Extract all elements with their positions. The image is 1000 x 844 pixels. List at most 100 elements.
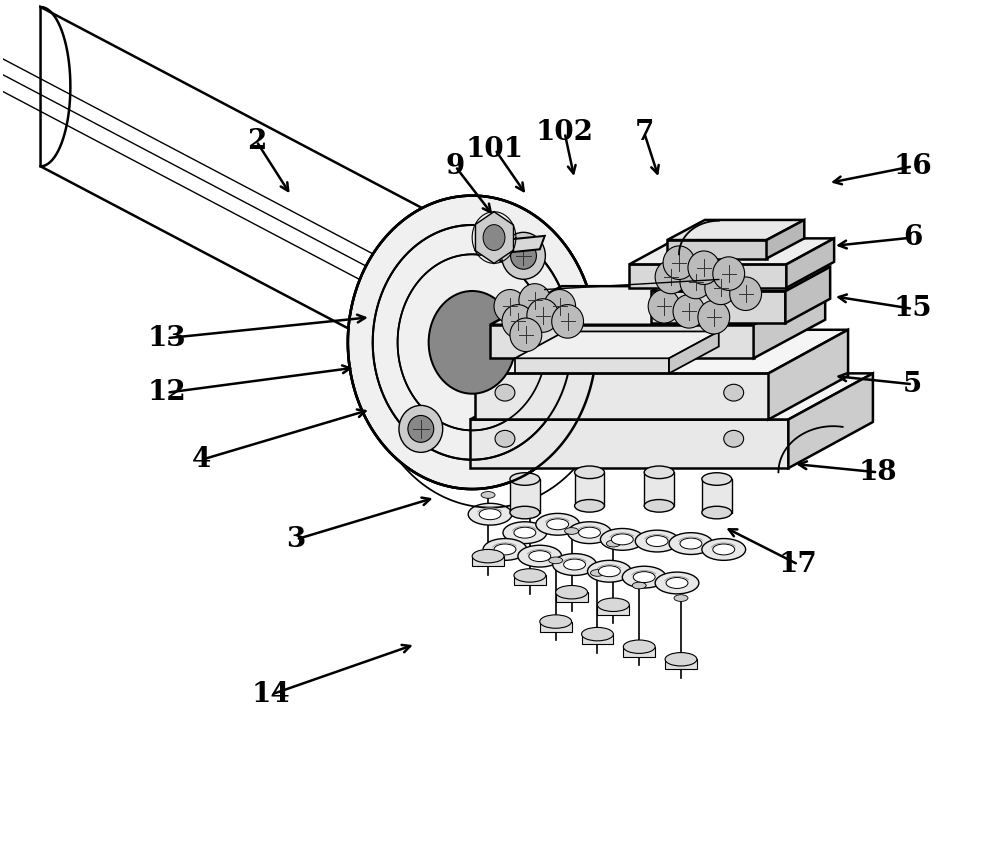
Text: 15: 15 [893,295,932,322]
Ellipse shape [429,291,516,393]
Ellipse shape [724,430,744,447]
Ellipse shape [511,242,536,269]
Text: 5: 5 [903,371,922,398]
Ellipse shape [698,300,730,334]
Polygon shape [514,576,546,586]
Ellipse shape [655,260,687,294]
Text: 17: 17 [779,551,818,578]
Polygon shape [769,330,848,419]
Ellipse shape [544,289,576,323]
Ellipse shape [514,528,536,538]
Text: 7: 7 [635,119,654,146]
Ellipse shape [494,544,516,555]
Polygon shape [582,634,613,644]
Ellipse shape [713,544,735,555]
Ellipse shape [582,627,613,641]
Ellipse shape [674,595,688,602]
Polygon shape [470,373,873,419]
Polygon shape [575,473,604,506]
Polygon shape [472,556,504,566]
Polygon shape [665,659,697,669]
Ellipse shape [644,500,674,512]
Ellipse shape [514,569,546,582]
Ellipse shape [519,284,551,317]
Ellipse shape [600,528,644,550]
Polygon shape [475,330,848,373]
Polygon shape [767,220,804,258]
Polygon shape [475,237,494,263]
Text: 3: 3 [287,526,306,553]
Polygon shape [348,196,596,489]
Polygon shape [490,235,545,254]
Ellipse shape [680,538,702,549]
Ellipse shape [579,528,600,538]
Ellipse shape [665,652,697,666]
Text: 16: 16 [893,153,932,180]
Ellipse shape [549,557,563,564]
Ellipse shape [705,271,737,305]
Ellipse shape [510,473,540,485]
Polygon shape [41,7,462,388]
Ellipse shape [529,550,551,561]
Text: 14: 14 [252,681,291,708]
Ellipse shape [502,305,534,338]
Ellipse shape [597,598,629,612]
Ellipse shape [635,530,679,552]
Ellipse shape [523,511,537,517]
Text: 9: 9 [446,153,465,180]
Polygon shape [475,373,769,419]
Text: 12: 12 [147,379,186,406]
Ellipse shape [646,536,668,547]
Ellipse shape [702,473,732,485]
Polygon shape [629,264,786,288]
Polygon shape [597,605,629,614]
Ellipse shape [479,509,501,520]
Polygon shape [490,325,754,359]
Ellipse shape [565,528,579,534]
Ellipse shape [598,565,620,576]
Polygon shape [785,267,830,323]
Polygon shape [494,237,513,263]
Text: 102: 102 [536,119,594,146]
Polygon shape [667,240,767,258]
Polygon shape [494,212,513,237]
Polygon shape [702,479,732,512]
Ellipse shape [688,251,720,284]
Ellipse shape [644,466,674,479]
Ellipse shape [468,503,512,525]
Ellipse shape [673,295,705,328]
Ellipse shape [588,560,631,582]
Ellipse shape [575,500,604,512]
Polygon shape [623,647,655,657]
Ellipse shape [510,506,540,519]
Ellipse shape [483,538,527,560]
Ellipse shape [606,540,620,547]
Ellipse shape [399,405,443,452]
Text: 18: 18 [859,459,897,486]
Ellipse shape [590,570,604,576]
Polygon shape [651,291,785,323]
Polygon shape [556,592,588,603]
Ellipse shape [527,299,559,333]
Ellipse shape [536,513,580,535]
Ellipse shape [713,257,745,290]
Ellipse shape [702,538,746,560]
Ellipse shape [553,554,596,576]
Ellipse shape [663,246,695,279]
Ellipse shape [633,571,655,582]
Polygon shape [667,220,804,240]
Polygon shape [629,238,834,264]
Ellipse shape [575,466,604,479]
Ellipse shape [503,522,547,544]
Ellipse shape [669,533,713,555]
Ellipse shape [494,289,526,323]
Ellipse shape [472,549,504,563]
Ellipse shape [483,225,505,251]
Ellipse shape [702,506,732,519]
Polygon shape [475,212,494,237]
Ellipse shape [611,534,633,545]
Ellipse shape [622,566,666,588]
Ellipse shape [481,491,495,498]
Polygon shape [515,332,719,359]
Ellipse shape [547,519,569,530]
